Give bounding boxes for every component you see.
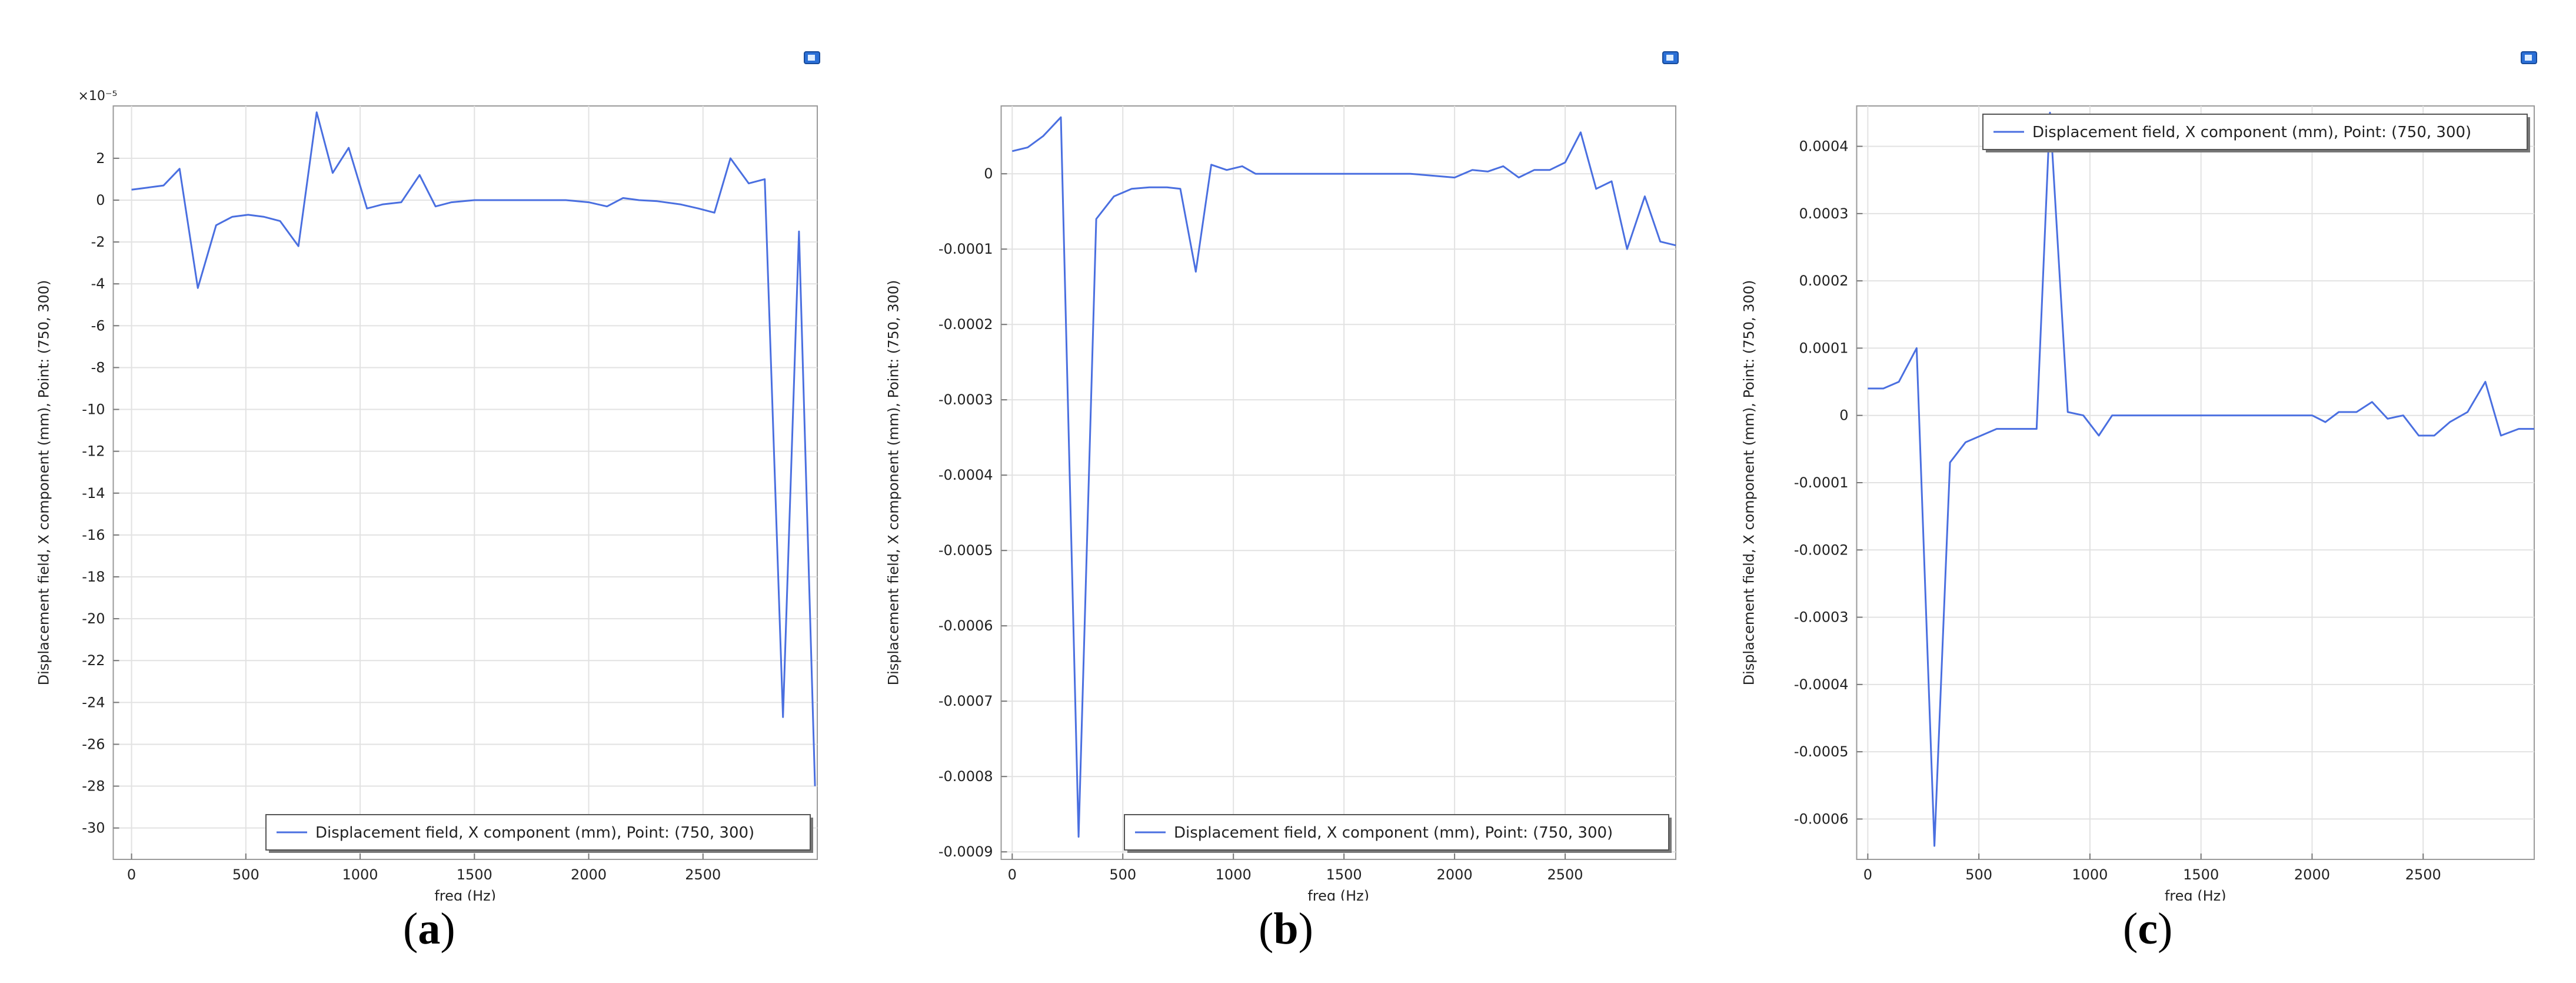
y-tick-label: -0.0004 [938, 467, 993, 483]
x-tick-label: 2000 [1437, 866, 1473, 883]
legend-label: Displacement field, X component (mm), Po… [2032, 124, 2471, 141]
caption-a: (a) [403, 904, 455, 955]
caption-c: (c) [2123, 904, 2172, 955]
y-tick-label: -22 [82, 652, 105, 669]
y-axis-label: Displacement field, X component (mm), Po… [1741, 280, 1758, 686]
x-tick-label: 2000 [571, 866, 607, 883]
y-tick-label: -20 [82, 610, 105, 627]
y-tick-label: -8 [91, 359, 105, 376]
caption-b-open: ( [1259, 904, 1274, 954]
legend-label: Displacement field, X component (mm), Po… [315, 824, 754, 842]
y-axis-label: Displacement field, X component (mm), Po… [886, 280, 902, 686]
chart-a: 0 500 1000 1500 2000 2500 2 0 -2 -4 -6 -8 -10 -12 -14 -… [36, 51, 820, 901]
y-tick-label: -0.0007 [938, 693, 993, 709]
y-tick-label: 2 [96, 150, 105, 167]
series-line [1868, 111, 2534, 847]
y-tick-label: -0.0009 [938, 843, 993, 860]
panel-c: 0 500 1000 1500 2000 2500 0.0004 0.0003 0.0002 0.… [1717, 0, 2575, 983]
x-tick-label: 2500 [1547, 866, 1583, 883]
caption-b-close: ) [1298, 904, 1313, 954]
x-axis-label: freq (Hz) [1307, 888, 1369, 901]
x-tick-label: 0 [127, 866, 136, 883]
x-axis-label: freq (Hz) [2165, 888, 2226, 901]
y-tick-label: -12 [82, 443, 105, 460]
caption-c-open: ( [2123, 904, 2138, 954]
legend-label: Displacement field, X component (mm), Po… [1174, 824, 1613, 842]
y-tick-label: -0.0003 [1794, 609, 1849, 626]
caption-b-letter: b [1273, 904, 1299, 954]
x-tick-label: 500 [1965, 866, 1992, 883]
caption-b: (b) [1259, 904, 1313, 955]
x-tick-label: 1500 [457, 866, 492, 883]
x-tick-label: 2500 [685, 866, 721, 883]
plot-area [1000, 105, 1676, 860]
x-tick-label: 0 [1008, 866, 1017, 883]
y-tick-label: 0 [1839, 407, 1848, 424]
y-tick-label: -0.0008 [938, 768, 993, 785]
y-tick-label: -2 [91, 234, 105, 250]
y-tick-label: -0.0005 [938, 542, 993, 559]
y-tick-label: -0.0003 [938, 391, 993, 408]
caption-c-close: ) [2158, 904, 2173, 954]
y-tick-label: -4 [91, 275, 105, 292]
y-tick-label: -0.0001 [1794, 474, 1849, 491]
x-tick-label: 1000 [2072, 866, 2108, 883]
y-tick-label: -0.0002 [1794, 542, 1849, 558]
y-multiplier-label: ×10⁻⁵ [78, 89, 118, 104]
y-tick-label: -0.0006 [938, 617, 993, 634]
y-tick-label: 0.0001 [1799, 340, 1849, 356]
x-tick-label: 1000 [342, 866, 378, 883]
y-tick-label: -0.0005 [1794, 743, 1849, 760]
x-axis-label: freq (Hz) [434, 888, 496, 901]
legend-box [1982, 114, 2528, 150]
y-tick-label: -14 [82, 485, 105, 502]
x-tick-label: 500 [1109, 866, 1136, 883]
x-tick-label: 0 [1863, 866, 1872, 883]
caption-a-open: ( [403, 904, 418, 954]
y-tick-label: 0 [96, 192, 105, 208]
panel-a: 0 500 1000 1500 2000 2500 2 0 -2 -4 -6 -8 -10 -12 -14 -… [0, 0, 858, 983]
panel-b: 0 500 1000 1500 2000 2500 0 -0.0001 -0.0002 -0.00… [858, 0, 1717, 983]
chart-c: 0 500 1000 1500 2000 2500 0.0004 0.0003 0.0002 0.… [1741, 51, 2537, 901]
y-tick-label: 0 [984, 165, 993, 182]
y-tick-label: -0.0002 [938, 316, 993, 333]
y-tick-label: -24 [82, 694, 105, 710]
export-icon-inner [1666, 55, 1673, 61]
y-tick-label: -30 [82, 820, 105, 836]
y-tick-label: -26 [82, 736, 105, 752]
x-tick-label: 1500 [1326, 866, 1362, 883]
plot-area [112, 105, 818, 860]
y-axis-label: Displacement field, X component (mm), Po… [36, 280, 52, 686]
y-tick-label: -0.0004 [1794, 676, 1849, 693]
y-tick-label: 0.0003 [1799, 205, 1849, 222]
export-icon-inner [2525, 55, 2532, 61]
legend-box [265, 814, 811, 851]
export-icon-inner [808, 55, 815, 61]
caption-c-letter: c [2138, 904, 2158, 954]
chart-b: 0 500 1000 1500 2000 2500 0 -0.0001 -0.0002 -0.00… [886, 51, 1679, 901]
y-tick-label: -10 [82, 401, 105, 418]
y-tick-label: -0.0001 [938, 241, 993, 257]
y-tick-label: 0.0002 [1799, 273, 1849, 289]
y-tick-label: 0.0004 [1799, 138, 1849, 155]
y-tick-label: -6 [91, 317, 105, 334]
x-tick-label: 1500 [2183, 866, 2219, 883]
x-tick-label: 1000 [1216, 866, 1252, 883]
x-tick-label: 2500 [2405, 866, 2441, 883]
x-tick-label: 2000 [2294, 866, 2330, 883]
y-tick-label: -0.0006 [1794, 811, 1849, 827]
y-tick-label: -16 [82, 527, 105, 543]
caption-a-letter: a [418, 904, 441, 954]
x-tick-label: 500 [232, 866, 259, 883]
legend-box [1124, 814, 1669, 851]
caption-a-close: ) [440, 904, 455, 954]
y-tick-label: -18 [82, 569, 105, 585]
y-tick-label: -28 [82, 778, 105, 795]
